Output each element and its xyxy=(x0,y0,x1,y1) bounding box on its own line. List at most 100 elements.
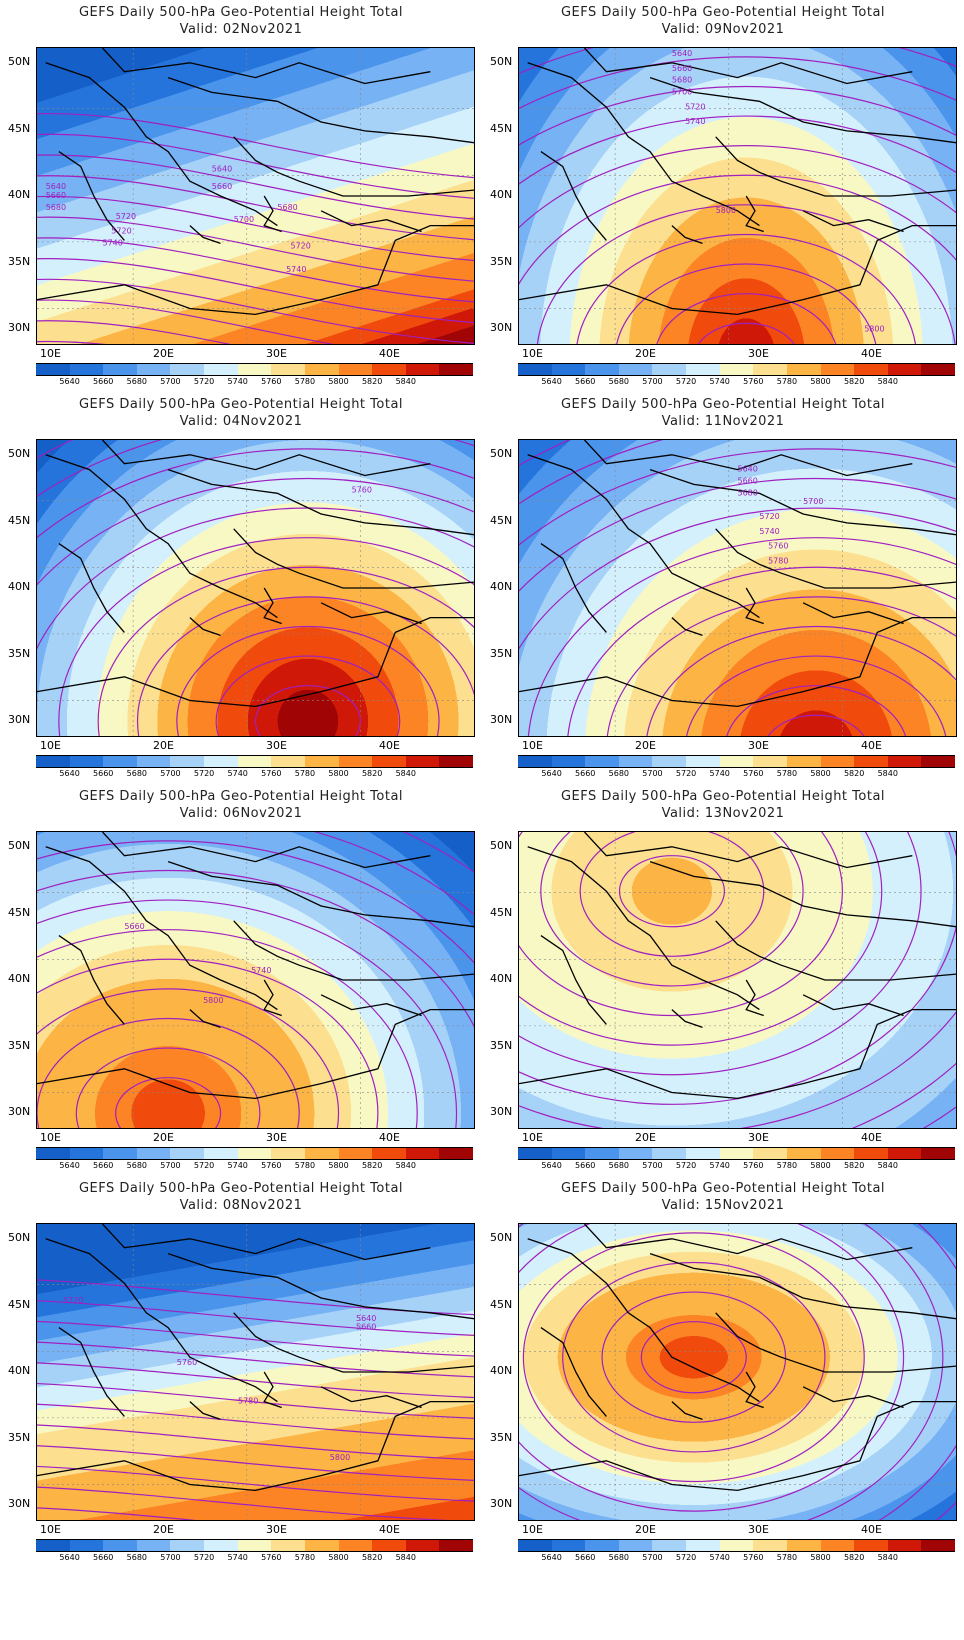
map-panel: GEFS Daily 500-hPa Geo-Potential Height … xyxy=(482,0,964,410)
lat-tick-label: 40N xyxy=(490,188,513,202)
colorbar-swatch xyxy=(921,755,956,768)
contour-line xyxy=(37,899,458,1128)
lat-tick-label: 45N xyxy=(8,905,31,919)
height-field-map: 5660 5740 5800 xyxy=(36,831,475,1129)
lat-tick-label: 35N xyxy=(490,254,513,268)
lat-tick-label: 30N xyxy=(490,321,513,335)
coastline xyxy=(584,440,913,477)
colorbar-label: 5820 xyxy=(843,1553,865,1562)
coastline xyxy=(320,602,422,625)
contour-line xyxy=(726,685,907,736)
height-field-map xyxy=(518,831,957,1129)
contour-line xyxy=(601,1291,787,1423)
contour-label: 5760 xyxy=(768,542,788,551)
colorbar-label: 5720 xyxy=(675,1553,697,1562)
lon-tick-label: 40E xyxy=(861,1523,882,1536)
contour-line xyxy=(37,440,474,497)
lat-tick-label: 40N xyxy=(490,972,513,986)
coastline xyxy=(540,543,607,633)
contour-label: 5720 xyxy=(291,241,311,250)
coastline xyxy=(745,979,764,1017)
coastline xyxy=(102,832,431,869)
coastline xyxy=(58,935,125,1025)
colorbar-label: 5660 xyxy=(93,1161,114,1170)
panel-title: GEFS Daily 500-hPa Geo-Potential Height … xyxy=(78,789,404,804)
colorbar-label: 5840 xyxy=(395,377,416,386)
map-panel: GEFS Daily 500-hPa Geo-Potential Height … xyxy=(0,784,482,1194)
contour-label: 5720 xyxy=(116,212,136,221)
colorbar-label: 5760 xyxy=(743,769,764,778)
panel-valid-date: Valid: 13Nov2021 xyxy=(661,806,785,821)
lon-tick-label: 10E xyxy=(522,347,543,360)
contour-label: 5660 xyxy=(738,477,758,486)
contour-line xyxy=(686,655,947,736)
colorbar-label: 5820 xyxy=(361,1161,383,1170)
colorbar-swatch xyxy=(170,1147,205,1160)
contour-line xyxy=(37,216,474,282)
lon-tick-label: 30E xyxy=(748,739,769,752)
colorbar-swatch xyxy=(69,363,104,376)
contour-line xyxy=(536,204,956,344)
colorbar-swatch xyxy=(372,363,407,376)
contour-label: 5700 xyxy=(672,88,692,97)
colorbar-label: 5740 xyxy=(227,769,248,778)
contour-line xyxy=(519,85,956,146)
contour-label: 5700 xyxy=(803,497,823,506)
colorbar-swatch xyxy=(820,755,855,768)
contour-label: 5660 xyxy=(356,1323,376,1332)
contour-line xyxy=(646,625,956,736)
colorbar-label: 5720 xyxy=(675,769,697,778)
coastline xyxy=(540,151,607,241)
panel-title: GEFS Daily 500-hPa Geo-Potential Height … xyxy=(560,789,886,804)
lat-tick-label: 30N xyxy=(8,321,31,335)
colorbar-label: 5640 xyxy=(59,377,80,386)
colorbar-label: 5840 xyxy=(395,1553,416,1562)
contour-line xyxy=(519,832,922,1076)
height-field-map: 5640 5660 5640 5660 5680 5680 5700 5720 5720 5740… xyxy=(36,47,475,345)
coastline xyxy=(802,994,904,1017)
colorbar-label: 5680 xyxy=(126,1161,148,1170)
colorbar-label: 5720 xyxy=(675,1161,697,1170)
colorbar-swatch xyxy=(585,363,620,376)
coastline xyxy=(671,617,703,637)
lat-tick-label: 50N xyxy=(8,1231,31,1244)
colorbar-swatch xyxy=(854,363,889,376)
lat-tick-label: 40N xyxy=(8,972,31,986)
colorbar-swatch xyxy=(753,755,788,768)
colorbar-swatch xyxy=(36,363,71,376)
contour-line xyxy=(37,133,474,199)
colorbar-label: 5660 xyxy=(575,1553,596,1562)
colorbar-label: 5800 xyxy=(810,377,831,386)
colorbar-label: 5740 xyxy=(709,769,730,778)
colorbar-label: 5660 xyxy=(575,1161,596,1170)
panel-valid-date: Valid: 06Nov2021 xyxy=(179,806,303,821)
coastline xyxy=(745,1371,764,1409)
lat-tick-label: 35N xyxy=(8,1430,31,1444)
colorbar-swatch xyxy=(405,1147,440,1160)
colorbar-swatch xyxy=(136,1147,171,1160)
coastline xyxy=(37,1008,474,1100)
colorbar-swatch xyxy=(820,1147,855,1160)
panel-title: GEFS Daily 500-hPa Geo-Potential Height … xyxy=(78,397,404,412)
colorbar-swatch xyxy=(372,755,407,768)
coastline xyxy=(715,136,956,197)
height-field-map: 5640 5660 5680 5700 5720 5740 5800 5800 xyxy=(518,47,957,345)
colorbar-swatch xyxy=(36,1147,71,1160)
colorbar-swatch xyxy=(921,363,956,376)
lat-tick-label: 45N xyxy=(490,121,513,135)
colorbar-swatch xyxy=(405,755,440,768)
coastline xyxy=(37,616,474,708)
colorbar-label: 5720 xyxy=(675,377,697,386)
colorbar-swatch xyxy=(170,755,205,768)
colorbar-swatch xyxy=(518,1539,553,1552)
coastline xyxy=(671,1401,703,1421)
colorbar-label: 5780 xyxy=(776,1161,798,1170)
colorbar-label: 5760 xyxy=(261,1553,282,1562)
lon-tick-label: 30E xyxy=(266,1523,287,1536)
contour-line xyxy=(75,1047,261,1128)
colorbar-label: 5760 xyxy=(743,1161,764,1170)
lon-tick-label: 30E xyxy=(266,739,287,752)
lat-tick-label: 30N xyxy=(490,1105,513,1119)
colorbar-swatch xyxy=(686,755,721,768)
colorbar-label: 5780 xyxy=(776,769,798,778)
